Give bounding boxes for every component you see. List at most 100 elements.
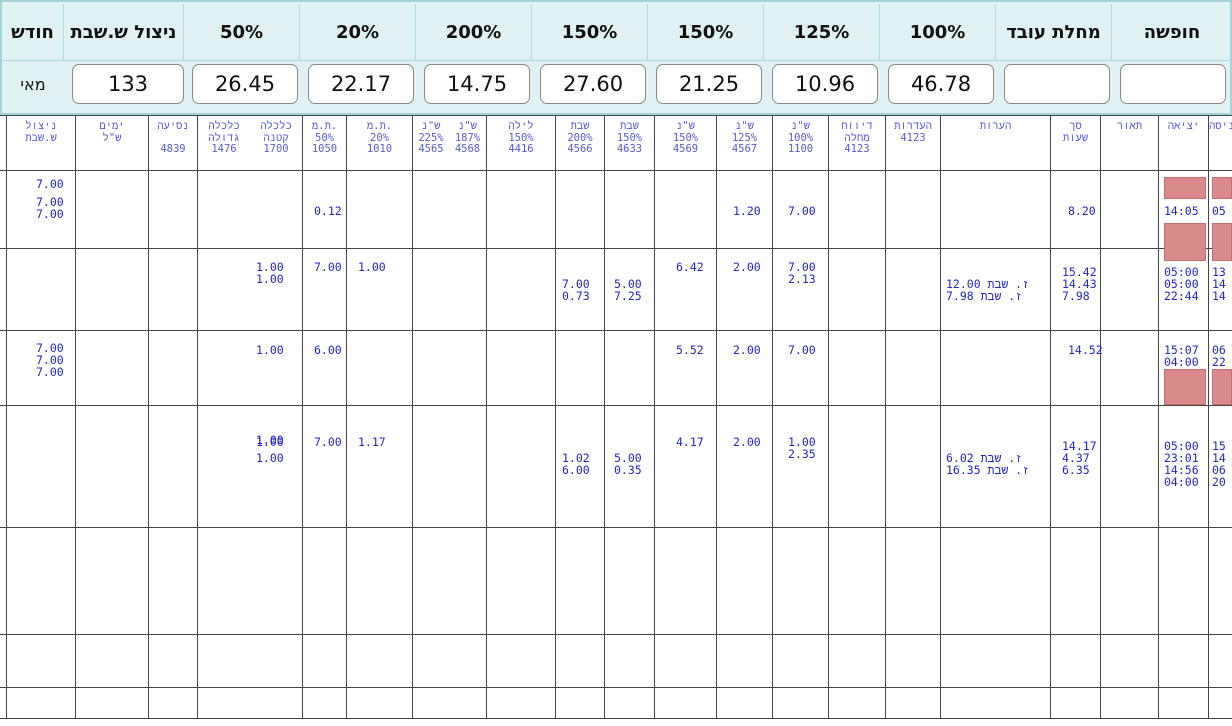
attendance-report: ניצול ש.שבת ימים ש"ל נסיעה 4839 כלכלה גד… <box>0 115 1232 726</box>
col-sn100: ש"נ 100% 1100 <box>787 120 814 155</box>
header-vacation: חופשה <box>1143 21 1201 43</box>
col-meal-small: כלכלה קטנה 1700 <box>260 120 292 155</box>
cell: 14 <box>1212 451 1226 465</box>
cell: 7.00 <box>314 435 342 449</box>
cell: 5.00 <box>614 277 642 291</box>
cell: 06 <box>1212 463 1226 477</box>
header-shabbat-use: ניצול ש.שבת <box>64 4 184 60</box>
header-100: 100% <box>880 4 996 60</box>
cell: 7.00 <box>562 277 590 291</box>
cell: 16.35 ז. שבת <box>946 463 1029 477</box>
cell: 4.17 <box>676 435 704 449</box>
cell: 7.00 <box>36 207 64 221</box>
field-shabbat-use[interactable]: 133 <box>72 64 184 104</box>
entry-marker <box>1212 177 1232 199</box>
field-sick[interactable] <box>1004 64 1110 104</box>
cell: 6.42 <box>676 260 704 274</box>
cell: 7.98 ז. שבת <box>946 289 1023 303</box>
col-exit: יציאה <box>1167 120 1200 132</box>
cell: 7.00 <box>788 260 816 274</box>
cell: 5.00 <box>614 451 642 465</box>
cell: 23:01 <box>1164 451 1199 465</box>
cell: 14:05 <box>1164 204 1199 218</box>
col-meal-large: כלכלה גדולה 1476 <box>208 120 240 155</box>
header-125: 125% <box>764 4 880 60</box>
cell: 8.20 <box>1068 204 1096 218</box>
cell: 1.00 <box>256 260 284 274</box>
cell: 6.35 <box>1062 463 1090 477</box>
cell: 15 <box>1212 439 1226 453</box>
col-night150: לילה 150% 4416 <box>508 120 534 155</box>
cell: 1.00 <box>256 343 284 357</box>
cell: 14.52 <box>1068 343 1103 357</box>
header-20: 20% <box>300 4 416 60</box>
cell: 6.00 <box>562 463 590 477</box>
field-150b[interactable]: 21.25 <box>656 64 762 104</box>
cell: 14.43 <box>1062 277 1097 291</box>
cell: 20 <box>1212 475 1226 489</box>
cell: 14.17 <box>1062 439 1097 453</box>
entry-marker <box>1212 369 1232 405</box>
cell: 14 <box>1212 289 1226 303</box>
cell: 7.00 <box>788 343 816 357</box>
cell: 04:00 <box>1164 355 1199 369</box>
cell: 7.00 <box>36 353 64 367</box>
col-total-hours: סך שעות <box>1062 120 1089 144</box>
cell: 1.00 <box>358 260 386 274</box>
month-value: מאי <box>20 74 46 94</box>
cell: 14 <box>1212 277 1226 291</box>
header-month: חודש <box>2 4 64 60</box>
col-tm50: ת.מ. 50% 1050 <box>311 120 338 155</box>
cell: 2.35 <box>788 447 816 461</box>
field-vacation[interactable] <box>1120 64 1226 104</box>
cell: 0.12 <box>314 204 342 218</box>
header-150a: 150% <box>532 4 648 60</box>
cell: 4.37 <box>1062 451 1090 465</box>
cell: 1.00 <box>256 433 284 447</box>
cell: 05 <box>1212 204 1226 218</box>
col-description: תאור <box>1116 120 1143 132</box>
cell: 12.00 ז. שבת <box>946 277 1029 291</box>
cell: 1.02 <box>562 451 590 465</box>
cell: 1.00 <box>256 272 284 286</box>
exit-marker <box>1164 177 1206 199</box>
col-tm20: ת.מ. 20% 1010 <box>366 120 393 155</box>
field-100[interactable]: 46.78 <box>888 64 994 104</box>
header-sick: מחלת עובד <box>996 4 1112 60</box>
cell: 7.00 <box>36 365 64 379</box>
cell: 7.00 <box>314 260 342 274</box>
cell: 5.52 <box>676 343 704 357</box>
cell: 2.00 <box>733 343 761 357</box>
col-entry: כניסה <box>1209 120 1232 132</box>
field-50[interactable]: 26.45 <box>192 64 298 104</box>
cell: 04:00 <box>1164 475 1199 489</box>
cell: 7.25 <box>614 289 642 303</box>
cell: 2.00 <box>733 435 761 449</box>
cell: 15.42 <box>1062 265 1097 279</box>
field-125[interactable]: 10.96 <box>772 64 878 104</box>
cell: 2.00 <box>733 260 761 274</box>
field-200[interactable]: 14.75 <box>424 64 530 104</box>
col-sh150: שבת 150% 4633 <box>616 120 643 155</box>
field-20[interactable]: 22.17 <box>308 64 414 104</box>
field-150a[interactable]: 27.60 <box>540 64 646 104</box>
col-shabbat-use: ניצול ש.שבת <box>25 120 57 144</box>
cell: 1.20 <box>733 204 761 218</box>
cell: 06 <box>1212 343 1226 357</box>
header-150b: 150% <box>648 4 764 60</box>
cell: 1.00 <box>788 435 816 449</box>
summary-form: חודש ניצול ש.שבת 50% 20% 200% 150% 150% … <box>0 0 1232 115</box>
exit-marker <box>1164 223 1206 261</box>
cell: 22:44 <box>1164 289 1199 303</box>
col-sh200: שבת 200% 4566 <box>567 120 593 155</box>
cell: 0.73 <box>562 289 590 303</box>
col-notes: הערות <box>979 120 1012 132</box>
cell: 13 <box>1212 265 1226 279</box>
cell: 14:56 <box>1164 463 1199 477</box>
cell: 7.00 <box>36 195 64 209</box>
col-sn225: ש"נ 225% 4565 <box>418 120 444 155</box>
cell: 6.02 ז. שבת <box>946 451 1023 465</box>
header-50: 50% <box>184 4 300 60</box>
col-sn187: ש"נ 187% 4568 <box>454 120 481 155</box>
col-absence: העדרות 4123 <box>894 120 932 144</box>
